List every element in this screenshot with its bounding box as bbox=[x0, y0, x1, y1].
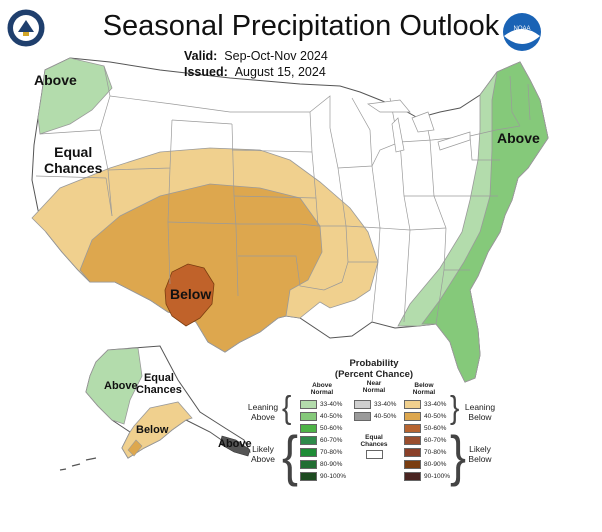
legend-above-item-label: 80-90% bbox=[320, 461, 343, 468]
legend-near-head: Near Normal bbox=[356, 380, 392, 394]
label-alaska-equal-chances: Equal Chances bbox=[136, 372, 182, 396]
legend-below-item-swatch bbox=[404, 424, 421, 433]
legend-below-item-label: 90-100% bbox=[424, 473, 451, 480]
legend-below-head: Below Normal bbox=[406, 382, 442, 396]
noaa-logo-icon: NOAA bbox=[503, 13, 541, 51]
legend-above-item-label: 90-100% bbox=[320, 473, 347, 480]
legend-leaning-above: Leaning Above bbox=[244, 402, 282, 422]
label-above-nw: Above bbox=[34, 72, 77, 88]
outlook-meta: Valid: Sep-Oct-Nov 2024 Issued: August 1… bbox=[184, 48, 328, 80]
legend-near-head-line1: Near bbox=[366, 380, 382, 387]
legend-leaning-above-line1: Leaning bbox=[247, 402, 279, 412]
legend-below-item-label: 70-80% bbox=[424, 449, 447, 456]
legend-below-item-label: 50-60% bbox=[424, 425, 447, 432]
legend-below-head-line1: Below bbox=[414, 382, 434, 389]
legend-near-item-label: 33-40% bbox=[374, 401, 397, 408]
legend-above-item-label: 60-70% bbox=[320, 437, 343, 444]
legend-leaning-above-line2: Above bbox=[250, 412, 276, 422]
label-alaska-equal-line1: Equal bbox=[143, 372, 174, 384]
legend-above-item-label: 70-80% bbox=[320, 449, 343, 456]
legend-above-item-swatch bbox=[300, 460, 317, 469]
state-lines bbox=[35, 65, 531, 325]
valid-label: Valid: bbox=[184, 49, 218, 63]
legend-above-item-swatch bbox=[300, 412, 317, 421]
legend-above-item-swatch bbox=[300, 472, 317, 481]
label-alaska-above: Above bbox=[104, 380, 138, 392]
legend-likely-above-line1: Likely bbox=[252, 444, 274, 454]
label-below-sw: Below bbox=[170, 286, 212, 302]
great-lakes bbox=[367, 99, 471, 153]
legend-below-item-label: 40-50% bbox=[424, 413, 447, 420]
aleutian-islands bbox=[59, 457, 97, 471]
issued-value: August 15, 2024 bbox=[234, 65, 326, 79]
legend-likely-above: Likely Above bbox=[244, 444, 282, 464]
label-alaska-equal-line2: Chances bbox=[136, 384, 182, 396]
legend-near-item-swatch bbox=[354, 400, 371, 409]
legend-near-item-swatch bbox=[354, 412, 371, 421]
legend-leaning-below-line1: Leaning bbox=[464, 402, 496, 412]
alaska-southeast-region bbox=[219, 435, 251, 457]
legend-likely-above-line2: Above bbox=[250, 454, 276, 464]
legend-brace-likely-above: { bbox=[282, 426, 299, 488]
legend-below-item-swatch bbox=[404, 460, 421, 469]
above-east-40-50-region bbox=[421, 61, 549, 383]
legend-brace-likely-below: } bbox=[450, 426, 467, 488]
legend-below-item-label: 60-70% bbox=[424, 437, 447, 444]
doc-seal-icon bbox=[6, 8, 46, 48]
legend-above-item-label: 40-50% bbox=[320, 413, 343, 420]
legend-likely-below: Likely Below bbox=[460, 444, 500, 464]
legend-likely-below-line2: Below bbox=[468, 454, 492, 464]
label-alaska-above-east: Above bbox=[218, 438, 252, 450]
legend-below-head-line2: Normal bbox=[412, 389, 436, 396]
legend-above-item-label: 33-40% bbox=[320, 401, 343, 408]
legend-brace-leaning-above: { bbox=[282, 389, 292, 426]
legend-above-item-swatch bbox=[300, 424, 317, 433]
legend-brace-leaning-below: } bbox=[450, 389, 460, 426]
legend-near-head-line2: Normal bbox=[362, 387, 386, 394]
legend-below-item-swatch bbox=[404, 448, 421, 457]
legend-below-item-swatch bbox=[404, 436, 421, 445]
legend-equal-chances: Equal Chances bbox=[356, 434, 392, 448]
legend-likely-below-line1: Likely bbox=[469, 444, 491, 454]
alaska-below-40-50-region bbox=[127, 439, 143, 457]
label-above-east: Above bbox=[497, 130, 540, 146]
label-equal-chances-west-line2: Chances bbox=[44, 160, 103, 176]
legend-leaning-below: Leaning Below bbox=[460, 402, 500, 422]
legend-below-item-swatch bbox=[404, 472, 421, 481]
alaska-above-region bbox=[85, 347, 143, 425]
legend-title-line2: (Percent Chance) bbox=[334, 369, 414, 380]
below-50-60-region bbox=[164, 263, 215, 327]
legend-near-item-label: 40-50% bbox=[374, 413, 397, 420]
legend-title-line1: Probability bbox=[349, 358, 399, 369]
legend-above-item-swatch bbox=[300, 436, 317, 445]
valid-value: Sep-Oct-Nov 2024 bbox=[224, 49, 328, 63]
legend-leaning-below-line2: Below bbox=[468, 412, 492, 422]
legend-below-item-label: 33-40% bbox=[424, 401, 447, 408]
legend-below-item-swatch bbox=[404, 400, 421, 409]
legend-equal-chances-line1: Equal bbox=[365, 434, 383, 441]
label-equal-chances-west-line1: Equal bbox=[54, 144, 93, 160]
label-alaska-below: Below bbox=[136, 424, 169, 436]
legend-equal-chances-line2: Chances bbox=[360, 441, 388, 448]
above-nw-region bbox=[37, 57, 113, 135]
legend-above-item-label: 50-60% bbox=[320, 425, 343, 432]
legend-title: Probability (Percent Chance) bbox=[304, 358, 444, 380]
legend-above-head-line2: Normal bbox=[310, 389, 334, 396]
legend-above-item-swatch bbox=[300, 448, 317, 457]
legend-above-head: Above Normal bbox=[304, 382, 340, 396]
issued-label: Issued: bbox=[184, 65, 228, 79]
probability-legend: Probability (Percent Chance) Above Norma… bbox=[244, 358, 504, 488]
legend-below-item-swatch bbox=[404, 412, 421, 421]
page-title: Seasonal Precipitation Outlook bbox=[102, 10, 500, 42]
noaa-logo-text: NOAA bbox=[513, 26, 530, 32]
legend-equal-chances-swatch bbox=[366, 450, 383, 459]
label-equal-chances-west: Equal Chances bbox=[44, 144, 102, 176]
legend-above-head-line1: Above bbox=[312, 382, 332, 389]
legend-below-item-label: 80-90% bbox=[424, 461, 447, 468]
legend-above-item-swatch bbox=[300, 400, 317, 409]
